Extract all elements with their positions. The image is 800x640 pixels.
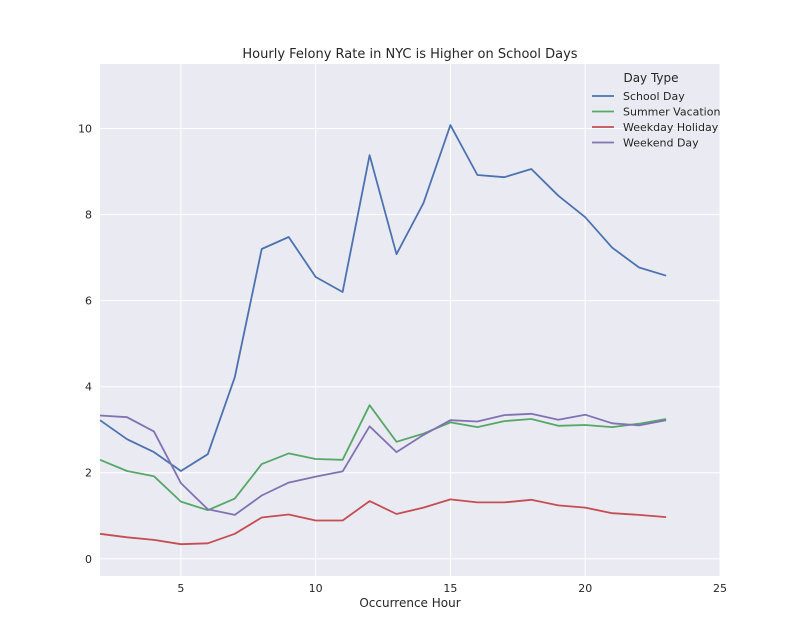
y-tick-label: 0 bbox=[85, 553, 92, 566]
legend-label-weekend-day: Weekend Day bbox=[623, 137, 699, 150]
x-tick-label: 20 bbox=[578, 582, 592, 595]
legend-label-summer-vacation: Summer Vacation bbox=[623, 106, 720, 119]
x-tick-label: 5 bbox=[177, 582, 184, 595]
x-tick-label: 15 bbox=[443, 582, 457, 595]
legend-items: School Day Summer Vacation Weekday Holiday… bbox=[592, 90, 720, 150]
y-tick-label: 2 bbox=[85, 467, 92, 480]
grid bbox=[100, 64, 721, 576]
series-line-weekday-holiday bbox=[99, 498, 667, 546]
x-tick-label: 10 bbox=[309, 582, 323, 595]
legend: Day Type School Day Summer Vacation Weekda… bbox=[592, 71, 720, 150]
legend-label-weekday-holiday: Weekday Holiday bbox=[623, 121, 719, 134]
series-lines bbox=[99, 124, 667, 546]
series-line-weekend-day bbox=[99, 412, 667, 516]
plot-area bbox=[100, 64, 720, 576]
y-tick-label: 4 bbox=[85, 381, 92, 394]
x-tick-labels: 5 10 15 20 25 bbox=[177, 582, 727, 595]
legend-title: Day Type bbox=[623, 71, 678, 85]
x-axis-label: Occurrence Hour bbox=[359, 596, 460, 610]
series-line-summer-vacation bbox=[99, 404, 667, 512]
y-tick-label: 10 bbox=[78, 123, 92, 136]
y-tick-labels: 0 2 4 6 8 10 bbox=[78, 123, 92, 566]
series-line-school-day bbox=[99, 124, 667, 472]
chart-title: Hourly Felony Rate in NYC is Higher on S… bbox=[242, 47, 577, 62]
y-tick-label: 6 bbox=[85, 295, 92, 308]
x-tick-label: 25 bbox=[713, 582, 727, 595]
legend-label-school-day: School Day bbox=[623, 90, 685, 103]
y-tick-label: 8 bbox=[85, 209, 92, 222]
